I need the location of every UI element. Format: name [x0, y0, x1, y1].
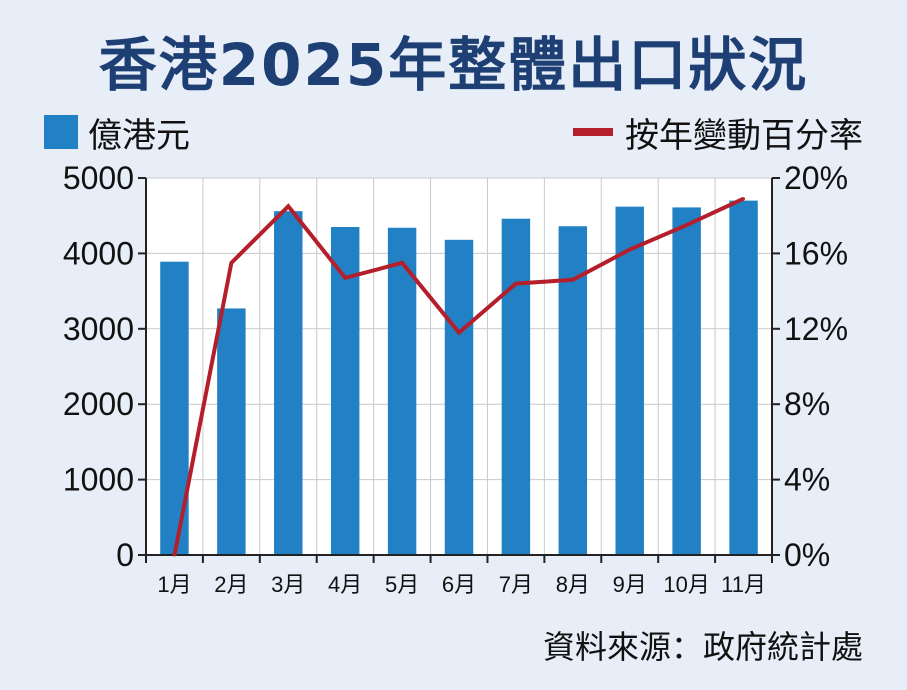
x-tick-label: 10月 — [663, 572, 709, 597]
y-tick-label-right: 4% — [784, 462, 830, 498]
y-tick-label-left: 1000 — [63, 462, 134, 498]
x-tick-label: 5月 — [385, 572, 419, 597]
bar — [672, 207, 701, 555]
y-tick-label-right: 16% — [784, 235, 848, 271]
x-tick-label: 11月 — [721, 572, 766, 597]
legend-bar-label: 億港元 — [88, 115, 190, 156]
y-tick-label-right: 8% — [784, 386, 830, 422]
y-tick-label-left: 5000 — [63, 160, 134, 196]
x-tick-label: 9月 — [613, 572, 647, 597]
line-point — [571, 278, 575, 282]
line-point — [343, 276, 347, 280]
bar — [729, 200, 758, 555]
x-tick-label: 1月 — [157, 572, 191, 597]
x-tick-label: 6月 — [442, 572, 476, 597]
bar — [387, 227, 417, 555]
line-point — [742, 197, 746, 201]
y-tick-label-right: 12% — [784, 311, 848, 347]
y-tick-label-left: 4000 — [63, 235, 134, 271]
bar — [501, 218, 531, 555]
x-tick-label: 3月 — [271, 572, 305, 597]
line-point — [172, 553, 176, 557]
y-tick-label-left: 3000 — [63, 311, 134, 347]
y-tick-label-left: 2000 — [63, 386, 134, 422]
legend-line-label: 按年變動百分率 — [625, 115, 863, 156]
bar — [217, 308, 246, 555]
bar — [330, 227, 360, 555]
legend-line: 按年變動百分率 — [573, 112, 863, 156]
source-note: 資料來源：政府統計處 — [542, 628, 863, 666]
line-point — [286, 204, 290, 208]
bar — [274, 211, 303, 555]
legend-bar: 億港元 — [44, 112, 190, 156]
line-swatch-icon — [573, 128, 613, 136]
x-tick-label: 8月 — [556, 572, 590, 597]
line-point — [457, 331, 461, 335]
y-tick-label-right: 20% — [784, 160, 848, 196]
bar-swatch-icon — [44, 115, 78, 149]
line-point — [229, 261, 233, 265]
x-tick-label: 7月 — [499, 572, 533, 597]
line-point — [400, 261, 404, 265]
line-point — [514, 282, 518, 286]
line-point — [685, 223, 689, 227]
x-tick-label: 4月 — [328, 572, 362, 597]
y-tick-label-left: 0 — [116, 537, 134, 573]
line-point — [628, 248, 632, 252]
y-tick-label-right: 0% — [784, 537, 830, 573]
x-tick-label: 2月 — [214, 572, 248, 597]
chart-title: 香港2025年整體出口狀況 — [98, 31, 809, 99]
bar — [444, 239, 474, 555]
bar — [615, 206, 644, 556]
